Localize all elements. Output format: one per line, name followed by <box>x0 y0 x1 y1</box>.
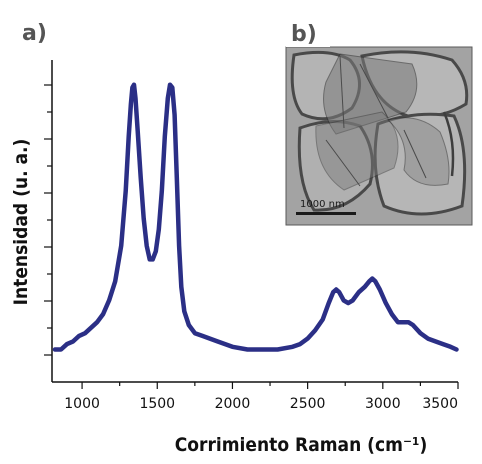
inset-micrograph: 1000 nm <box>285 46 473 226</box>
panel-label-a: a) <box>22 21 47 46</box>
raman-spectrum-line <box>52 82 459 352</box>
y-axis-ticks <box>44 84 52 356</box>
scale-bar <box>296 212 356 215</box>
y-axis-title: Intensidad (u. a.) <box>10 139 32 306</box>
x-tick-label: 3000 <box>365 396 401 412</box>
x-axis-ticks <box>81 382 459 389</box>
x-tick-label: 2000 <box>215 396 251 412</box>
x-tick-label: 1500 <box>139 396 175 412</box>
x-tick-label: 2500 <box>290 396 326 412</box>
x-tick-label: 1000 <box>64 396 100 412</box>
x-tick-label: 3500 <box>422 396 458 412</box>
panel-label-b-box <box>286 17 330 47</box>
scale-bar-label: 1000 nm <box>300 199 345 210</box>
panel-label-b: b) <box>291 22 317 47</box>
x-tick-labels: 1000 1500 2000 2500 3000 3500 <box>64 396 458 412</box>
x-axis-title: Corrimiento Raman (cm⁻¹) <box>175 434 428 456</box>
